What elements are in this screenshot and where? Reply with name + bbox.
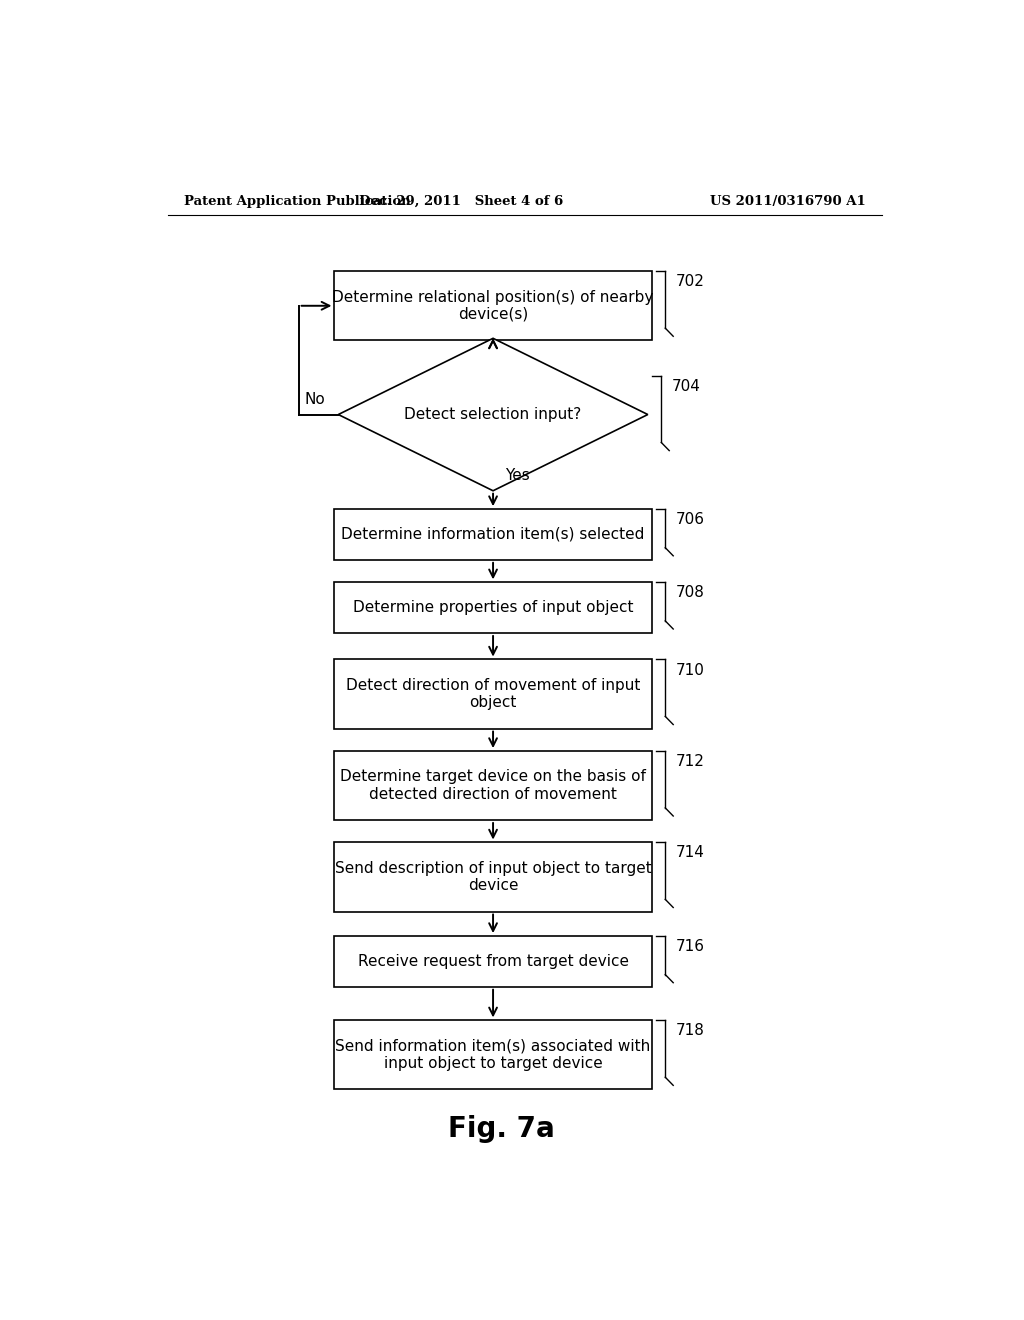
Text: Fig. 7a: Fig. 7a — [447, 1115, 554, 1143]
Text: Send description of input object to target
device: Send description of input object to targ… — [335, 861, 651, 894]
Bar — [334, 660, 652, 729]
Text: 704: 704 — [672, 379, 700, 395]
Text: Determine properties of input object: Determine properties of input object — [353, 601, 633, 615]
Text: Yes: Yes — [505, 469, 529, 483]
Polygon shape — [338, 338, 648, 491]
Text: Patent Application Publication: Patent Application Publication — [183, 194, 411, 207]
Text: Dec. 29, 2011   Sheet 4 of 6: Dec. 29, 2011 Sheet 4 of 6 — [359, 194, 563, 207]
Text: Determine target device on the basis of
detected direction of movement: Determine target device on the basis of … — [340, 770, 646, 801]
Text: Detect selection input?: Detect selection input? — [404, 407, 582, 422]
Text: Receive request from target device: Receive request from target device — [357, 954, 629, 969]
Text: Detect direction of movement of input
object: Detect direction of movement of input ob… — [346, 678, 640, 710]
Text: Determine information item(s) selected: Determine information item(s) selected — [341, 527, 645, 543]
Text: 714: 714 — [676, 846, 705, 861]
Bar — [334, 842, 652, 912]
Text: 716: 716 — [676, 939, 705, 954]
Text: 706: 706 — [676, 512, 705, 527]
Text: Determine relational position(s) of nearby
device(s): Determine relational position(s) of near… — [333, 289, 653, 322]
Bar — [334, 582, 652, 634]
Text: 718: 718 — [676, 1023, 705, 1039]
Text: 708: 708 — [676, 585, 705, 601]
Text: No: No — [304, 392, 325, 408]
Bar — [334, 1020, 652, 1089]
Text: Send information item(s) associated with
input object to target device: Send information item(s) associated with… — [336, 1039, 650, 1071]
Bar — [334, 936, 652, 987]
Bar — [334, 510, 652, 560]
Text: 702: 702 — [676, 275, 705, 289]
Text: 712: 712 — [676, 754, 705, 770]
Bar — [334, 271, 652, 341]
Bar — [334, 751, 652, 820]
Text: 710: 710 — [676, 663, 705, 677]
Text: US 2011/0316790 A1: US 2011/0316790 A1 — [711, 194, 866, 207]
